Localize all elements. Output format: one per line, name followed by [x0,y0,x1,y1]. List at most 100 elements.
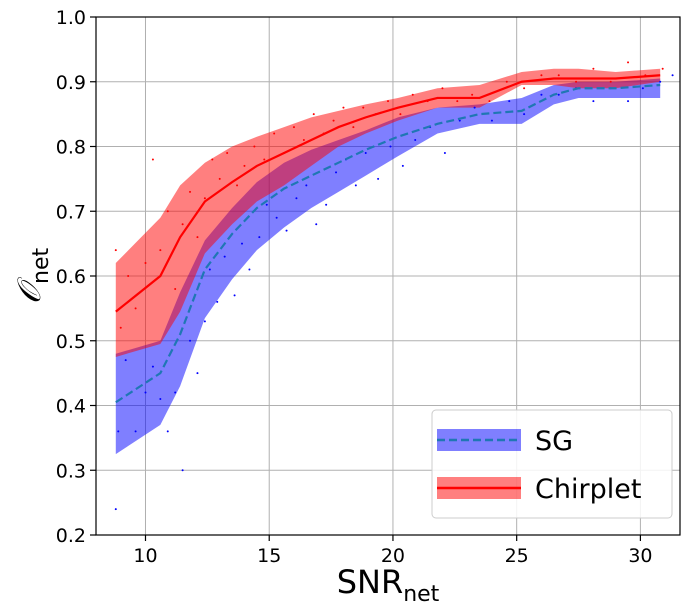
y-tick-label: 0.5 [56,331,86,353]
scatter-point-sg [443,151,446,154]
scatter-point-chirplet [196,236,199,239]
scatter-point-sg [233,294,236,297]
y-tick-label: 0.2 [56,525,86,547]
band-sg [115,78,661,455]
scatter-point-sg [295,197,298,200]
scatter-point-sg [458,119,461,122]
scatter-point-sg [189,339,192,342]
scatter-point-chirplet [253,145,256,148]
scatter-point-chirplet [505,80,508,83]
scatter-point-sg [134,430,137,433]
scatter-point-sg [659,80,662,83]
scatter-point-chirplet [523,87,526,90]
scatter-point-sg [159,398,162,401]
scatter-point-sg [248,268,251,271]
x-tick-label: 15 [257,545,281,567]
scatter-point-sg [305,184,308,187]
scatter-point-sg [285,229,288,232]
scatter-point-sg [389,145,392,148]
scatter-point-sg [315,223,318,226]
scatter-point-chirplet [211,158,214,161]
scatter-point-sg [151,365,154,368]
scatter-point-chirplet [540,74,543,77]
scatter-point-chirplet [557,74,560,77]
scatter-point-chirplet [189,190,192,193]
scatter-point-sg [181,469,184,472]
scatter-point-sg [508,100,511,103]
median-lines [115,74,661,404]
scatter-point-chirplet [263,158,266,161]
band-chirplet [115,68,661,357]
scatter-point-sg [114,508,117,511]
scatter-point-chirplet [243,164,246,167]
scatter-point-chirplet [342,106,345,109]
legend-label-chirplet: Chirplet [535,474,641,505]
confidence-bands [115,68,661,455]
scatter-point-chirplet [302,139,305,142]
scatter-point-sg [265,203,268,206]
scatter-point-sg [144,391,147,394]
scatter-point-chirplet [144,262,147,265]
scatter-point-sg [473,106,476,109]
scatter-point-chirplet [119,326,122,329]
scatter-point-chirplet [411,93,414,96]
scatter-point-sg [354,184,357,187]
x-tick-label: 25 [505,545,529,567]
x-axis-label: SNRnet [337,563,440,603]
x-tick-label: 30 [628,545,652,567]
scatter-point-chirplet [151,158,154,161]
y-axis-label: 𝒪net [10,247,54,304]
line-sg [115,83,661,404]
scatter-point-chirplet [471,93,474,96]
y-tick-label: 0.4 [56,396,86,418]
scatter-point-chirplet [312,113,315,116]
scatter-point-chirplet [218,177,221,180]
scatter-point-sg [258,236,261,239]
scatter-point-sg [196,372,199,375]
scatter-point-sg [216,300,219,303]
scatter-point-chirplet [399,113,402,116]
x-axis-label-main: SNR [337,563,403,601]
scatter-point-chirplet [134,307,137,310]
axis-ticks: 10 15 20 25 30 0.2 0.3 0.4 0.5 0.6 0.7 0.8 0.9 1.0 [56,7,653,567]
scatter-point-sg [275,216,278,219]
x-axis-label-subscript: net [403,582,439,603]
scatter-point-sg [401,164,404,167]
scatter-point-sg [377,177,380,180]
scatter-point-chirplet [441,87,444,90]
x-tick-label: 10 [133,545,157,567]
scatter-point-chirplet [127,275,130,277]
scatter-point-sg [592,100,595,103]
scatter-point-chirplet [226,151,229,154]
scatter-point-chirplet [166,210,169,213]
scatter-point-sg [325,203,328,206]
scatter-point-chirplet [352,126,355,129]
scatter-point-sg [124,359,127,362]
scatter-point-sg [174,391,177,394]
scatter-point-chirplet [159,249,162,252]
scatter-point-chirplet [661,67,664,70]
scatter-point-chirplet [627,61,630,64]
y-tick-label: 0.9 [56,72,86,94]
scatter-point-chirplet [273,132,276,135]
scatter-point-chirplet [609,80,612,83]
scatter-point-chirplet [236,184,239,187]
scatter-point-chirplet [575,80,578,83]
scatter-point-sg [641,87,644,90]
scatter-point-chirplet [362,106,365,109]
x-tick-label: 20 [381,545,405,567]
line-chirplet [115,74,661,313]
scatter-point-sg [335,171,338,174]
scatter-point-chirplet [387,100,389,103]
scatter-point-chirplet [592,67,595,70]
scatter-point-sg [523,113,526,116]
scatter-point-sg [414,139,417,142]
legend-label-sg: SG [535,426,573,457]
scatter-point-sg [627,100,630,103]
scatter-point-sg [208,268,211,271]
scatter-point-sg [671,74,674,77]
y-tick-label: 0.8 [56,137,86,159]
scatter-point-sg [203,320,206,323]
